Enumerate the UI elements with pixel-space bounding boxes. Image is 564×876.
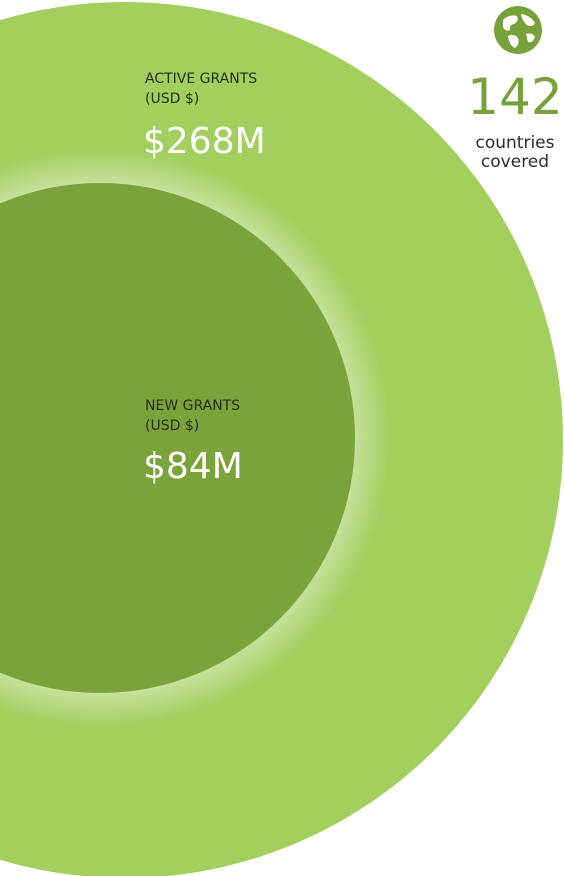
inner-circle <box>0 183 355 693</box>
active-label: ACTIVE GRANTS <box>145 71 257 87</box>
country-line1: countries <box>476 133 555 153</box>
active-unit: (USD $) <box>145 91 199 107</box>
globe-icon <box>494 6 542 54</box>
new-label: NEW GRANTS <box>145 398 240 414</box>
new-amount: $84M <box>143 446 243 487</box>
country-line2: covered <box>481 152 549 172</box>
new-unit: (USD $) <box>145 418 199 434</box>
active-amount: $268M <box>143 121 266 162</box>
country-count: 142 <box>467 68 562 126</box>
